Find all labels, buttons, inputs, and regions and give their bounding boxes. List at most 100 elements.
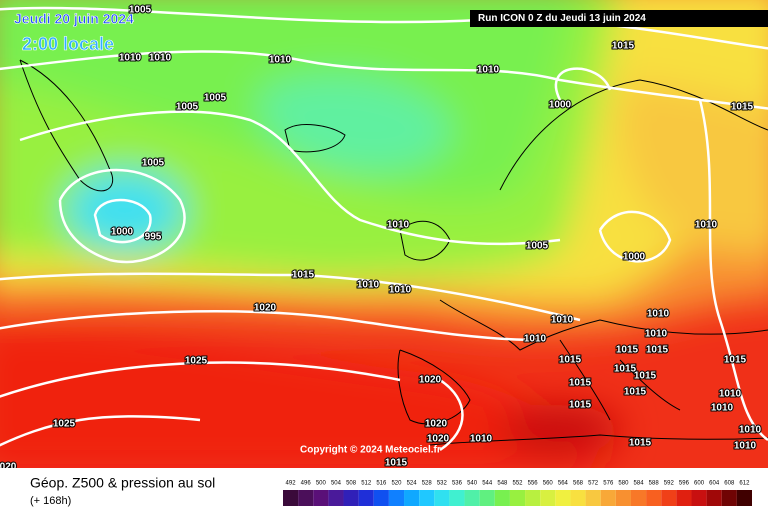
- colorbar-tick-label: 600: [694, 481, 705, 487]
- colorbar-tick-label: 548: [497, 481, 508, 487]
- colorbar-tick-label: 552: [512, 481, 523, 487]
- forecast-date: Jeudi 20 juin 2024: [14, 11, 134, 27]
- colorbar-cell: [404, 490, 420, 506]
- colorbar-tick-label: 520: [391, 481, 402, 487]
- isobar-label: 1005: [142, 158, 165, 169]
- run-info: Run ICON 0 Z du Jeudi 13 juin 2024: [478, 13, 646, 24]
- colorbar-tick-label: 556: [528, 481, 539, 487]
- isobar-label: 1010: [357, 280, 380, 291]
- isobar-label: 1020: [254, 303, 277, 314]
- colorbar-cell: [388, 490, 405, 506]
- colorbar-cell: [555, 490, 571, 506]
- isobar-label: 1015: [612, 41, 635, 52]
- isobar-label: 1010: [389, 285, 412, 296]
- colorbar-tick-label: 528: [422, 481, 433, 487]
- colorbar-tick-label: 536: [452, 481, 463, 487]
- colorbar-cell: [328, 490, 344, 506]
- colorbar-cell: [283, 490, 299, 506]
- map-background: [0, 0, 768, 470]
- colorbar-cell: [509, 490, 526, 506]
- footer-title: Géop. Z500 & pression au sol: [30, 475, 215, 491]
- isobar-label: 1015: [629, 438, 652, 449]
- colorbar-tick-label: 572: [588, 481, 599, 487]
- colorbar-tick-label: 576: [603, 481, 614, 487]
- isobar-label: 1010: [647, 309, 670, 320]
- isobar-label: 1010: [524, 334, 547, 345]
- isobar-label: 1015: [731, 102, 754, 113]
- colorbar-tick-label: 560: [543, 481, 554, 487]
- colorbar-cell: [373, 490, 389, 506]
- isobar-label: 1025: [53, 419, 76, 430]
- footer-lead: (+ 168h): [30, 495, 71, 507]
- colorbar-cell: [540, 490, 556, 506]
- colorbar-cell: [434, 490, 450, 506]
- colorbar-tick-label: 504: [331, 481, 342, 487]
- colorbar: 492 496 500 504 508 512 516 520 524 528 532 536 540 5…: [283, 481, 752, 506]
- colorbar-cell: [358, 490, 374, 506]
- colorbar-tick-label: 496: [301, 481, 312, 487]
- isobar-label: 1015: [292, 270, 315, 281]
- isobar-label: 1010: [269, 55, 292, 66]
- isobar-label: 1015: [614, 364, 637, 375]
- colorbar-cell: [449, 490, 465, 506]
- colorbar-cell: [721, 490, 737, 506]
- colorbar-tick-label: 608: [724, 481, 735, 487]
- isobar-label: 1010: [477, 65, 500, 76]
- colorbar-cell: [615, 490, 631, 506]
- colorbar-cell: [343, 490, 359, 506]
- isobar-label: 1015: [634, 371, 657, 382]
- isobar-label: 1005: [526, 241, 549, 252]
- isobar-label: 1020: [419, 375, 442, 386]
- colorbar-tick-label: 544: [482, 481, 493, 487]
- colorbar-cell: [646, 490, 662, 506]
- colorbar-cell: [525, 490, 541, 506]
- isobar-label: 1020: [425, 419, 448, 430]
- isobar-label: 1000: [623, 252, 646, 263]
- colorbar-tick-label: 540: [467, 481, 478, 487]
- isobar-label: 1010: [695, 220, 718, 231]
- colorbar-cell: [494, 490, 510, 506]
- colorbar-tick-label: 604: [709, 481, 720, 487]
- isobar-label: 1010: [470, 434, 493, 445]
- isobar-label: 1015: [646, 345, 669, 356]
- colorbar-tick-label: 584: [634, 481, 645, 487]
- colorbar-cell: [419, 490, 435, 506]
- isobar-label: 1015: [385, 458, 408, 469]
- colorbar-tick-label: 516: [376, 481, 387, 487]
- isobar-label: 1010: [149, 53, 172, 64]
- colorbar-tick-label: 612: [739, 481, 750, 487]
- colorbar-tick-label: 568: [573, 481, 584, 487]
- colorbar-tick-label: 492: [286, 481, 297, 487]
- isobar-label: 1015: [624, 387, 647, 398]
- colorbar-tick-label: 532: [437, 481, 448, 487]
- colorbar-cell: [661, 490, 677, 506]
- isobar-label: 1010: [739, 425, 762, 436]
- colorbar-cell: [298, 490, 314, 506]
- isobar-label: 995: [145, 232, 162, 243]
- colorbar-cell: [630, 490, 647, 506]
- colorbar-cell: [313, 490, 329, 506]
- isobar-label: 1025: [185, 356, 208, 367]
- isobar-label: 1010: [551, 315, 574, 326]
- colorbar-tick-label: 588: [649, 481, 660, 487]
- isobar-label: 1005: [176, 102, 199, 113]
- colorbar-cell: [736, 490, 752, 506]
- colorbar-tick-label: 500: [316, 481, 327, 487]
- colorbar-tick-label: 580: [618, 481, 629, 487]
- colorbar-tick-label: 524: [407, 481, 418, 487]
- colorbar-tick-label: 564: [558, 481, 569, 487]
- isobar-label: 1010: [734, 441, 757, 452]
- colorbar-cell: [691, 490, 707, 506]
- isobar-label: 1010: [719, 389, 742, 400]
- colorbar-cell: [464, 490, 480, 506]
- isobar-label: 1010: [119, 53, 142, 64]
- colorbar-cell: [676, 490, 692, 506]
- isobar-label: 1010: [645, 329, 668, 340]
- isobar-label: 1015: [569, 400, 592, 411]
- isobar-label: 1005: [129, 5, 152, 16]
- colorbar-cell: [706, 490, 722, 506]
- isobar-label: 1010: [387, 220, 410, 231]
- colorbar-tick-label: 508: [346, 481, 357, 487]
- isobar-labels: 1005 1010 1010 1010 1005 1005 1005 1000 995 1010 1…: [0, 4, 763, 474]
